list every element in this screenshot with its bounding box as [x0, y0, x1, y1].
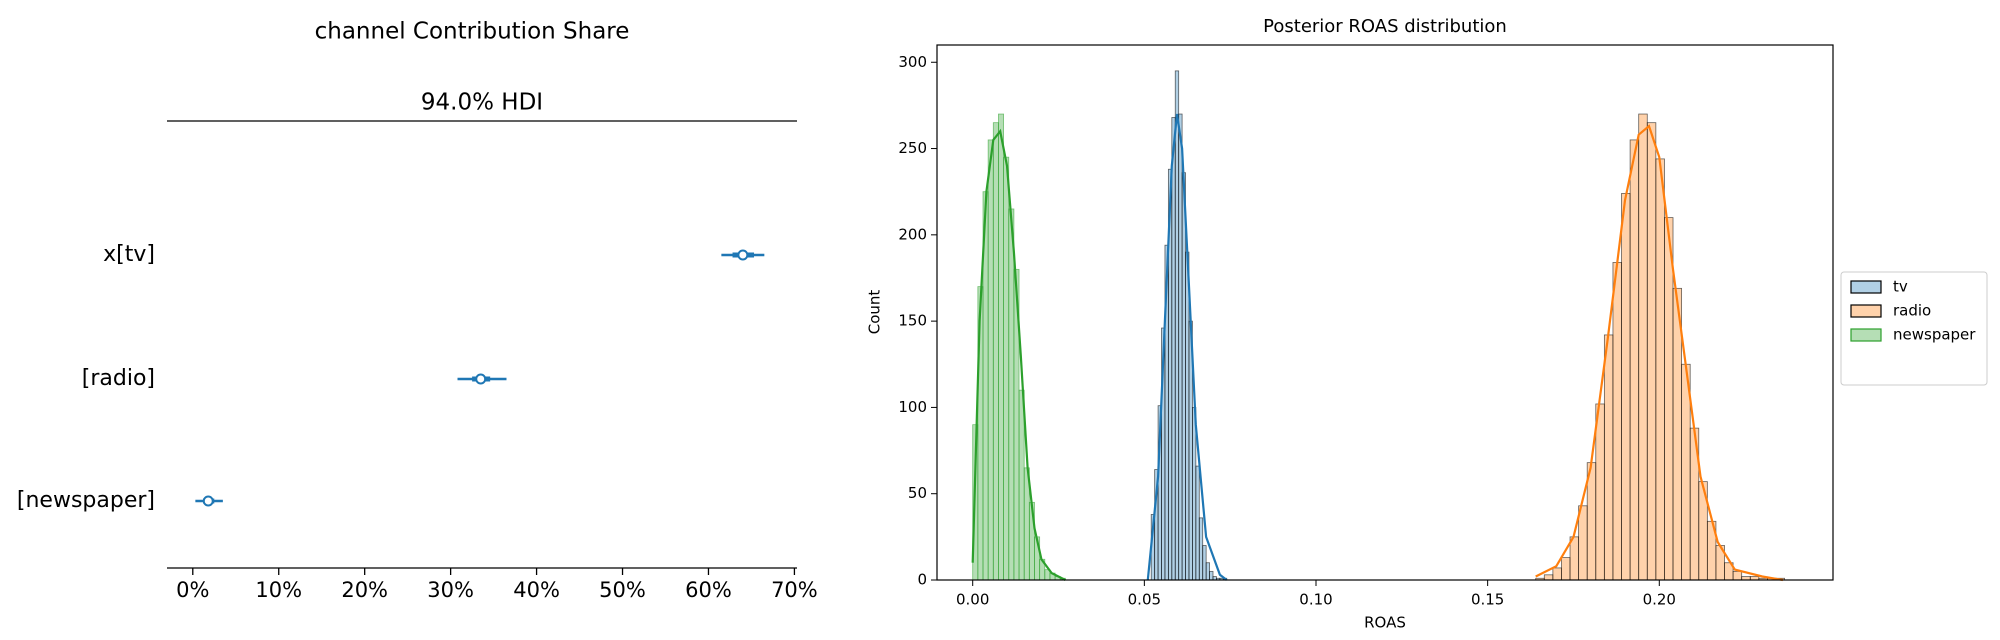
x-tick-label: 0.10 [1299, 591, 1332, 609]
histogram-bar [1595, 403, 1605, 581]
histogram-bar [1569, 536, 1580, 581]
kde-line [971, 128, 1066, 581]
x-tick-label: 60% [685, 578, 732, 602]
x-tick-label: 10% [255, 578, 302, 602]
histogram-bar [1185, 251, 1190, 581]
histogram-bar [1174, 70, 1180, 581]
histogram-bar [1195, 465, 1200, 581]
y-tick-label: [radio] [82, 366, 155, 391]
histogram-bar [1629, 139, 1640, 581]
histogram-bar [998, 113, 1004, 581]
histogram-bar [1543, 574, 1554, 581]
x-tick-label: 0% [176, 578, 209, 602]
histogram-bar [1561, 557, 1571, 581]
x-tick-label: 0.20 [1643, 591, 1676, 609]
kde-line [1535, 124, 1784, 582]
x-tick-label: 30% [427, 578, 474, 602]
mean-point [737, 249, 749, 261]
legend-label: radio [1893, 302, 1931, 320]
y-tick-label: 300 [898, 53, 927, 71]
mean-point [475, 373, 487, 385]
histogram-bar [1655, 158, 1665, 581]
histogram-bar [1171, 117, 1176, 581]
histogram-bar [1008, 208, 1015, 581]
legend-swatch [1850, 280, 1882, 294]
histogram-bar [1552, 567, 1562, 581]
histogram-bar [1638, 113, 1648, 581]
histogram-bar [1209, 570, 1214, 581]
histogram-bar [1603, 334, 1614, 581]
histogram-bar [1578, 505, 1588, 581]
histogram-bar [1646, 122, 1657, 581]
y-tick-label: 150 [898, 312, 927, 330]
histogram-bar [1181, 172, 1186, 581]
histogram-bar [1178, 113, 1183, 581]
legend-swatch [1850, 328, 1882, 342]
chart-subtitle: 94.0% HDI [421, 90, 543, 116]
kde-line [1146, 113, 1228, 581]
legend-label: newspaper [1893, 326, 1976, 344]
x-tick-label: 40% [513, 578, 560, 602]
mean-point [202, 495, 214, 507]
x-tick-label: 20% [341, 578, 388, 602]
x-axis-label: ROAS [1364, 614, 1406, 632]
histogram-bar [1003, 156, 1010, 581]
y-tick-label: [newspaper] [17, 488, 155, 513]
histogram-bar [987, 139, 994, 581]
legend-box [1840, 271, 1988, 386]
x-tick-label: 0.05 [1128, 591, 1161, 609]
chart-title: channel Contribution Share [315, 19, 630, 45]
legend-swatch [1850, 304, 1882, 318]
histogram-bar [992, 122, 999, 581]
histogram-bar [1202, 545, 1207, 581]
y-tick-label: 0 [917, 571, 927, 589]
x-tick-label: 0.00 [956, 591, 989, 609]
histogram-bar [1205, 562, 1210, 581]
y-tick-label: 200 [898, 225, 927, 243]
histogram-bar [1612, 262, 1622, 581]
histogram-bar [1018, 389, 1025, 581]
chart-title: Posterior ROAS distribution [1263, 16, 1507, 37]
histogram-bar [1732, 570, 1743, 581]
histogram-bar [1664, 217, 1674, 581]
y-tick-label: x[tv] [103, 242, 155, 267]
x-tick-label: 70% [771, 578, 818, 602]
y-tick-label: 100 [898, 398, 927, 416]
plot-frame [936, 44, 1834, 581]
x-tick-label: 0.15 [1471, 591, 1504, 609]
legend-label: tv [1893, 278, 1908, 296]
x-tick-label: 50% [599, 578, 646, 602]
y-axis-label: Count [866, 290, 884, 335]
histogram-bar [1192, 407, 1197, 581]
histogram-bar [1198, 517, 1204, 581]
histogram-bar [1621, 193, 1631, 581]
y-tick-label: 50 [908, 484, 927, 502]
y-tick-label: 250 [898, 139, 927, 157]
